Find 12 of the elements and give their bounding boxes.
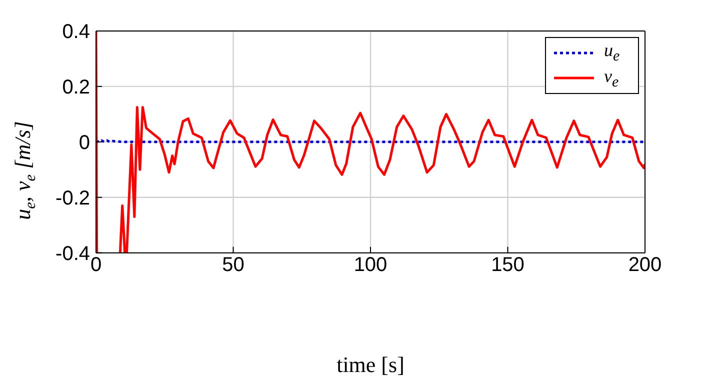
y-tick-label: 0.4 xyxy=(62,21,90,44)
y-tick-label: 0.2 xyxy=(62,76,90,99)
x-tick-label: 200 xyxy=(628,254,662,276)
x-tick-label: 150 xyxy=(491,254,524,276)
x-tick-label: 100 xyxy=(354,254,388,276)
legend-label: u$_{e}$ xyxy=(604,40,620,66)
x-axis-title: time [s] xyxy=(336,352,404,377)
y-tick-label: -0.2 xyxy=(56,187,90,210)
legend-label: v$_{e}$ xyxy=(604,66,619,92)
x-tick-label: 50 xyxy=(222,254,244,276)
y-tick-label: -0.4 xyxy=(56,242,90,265)
y-tick-label: 0 xyxy=(78,132,90,154)
